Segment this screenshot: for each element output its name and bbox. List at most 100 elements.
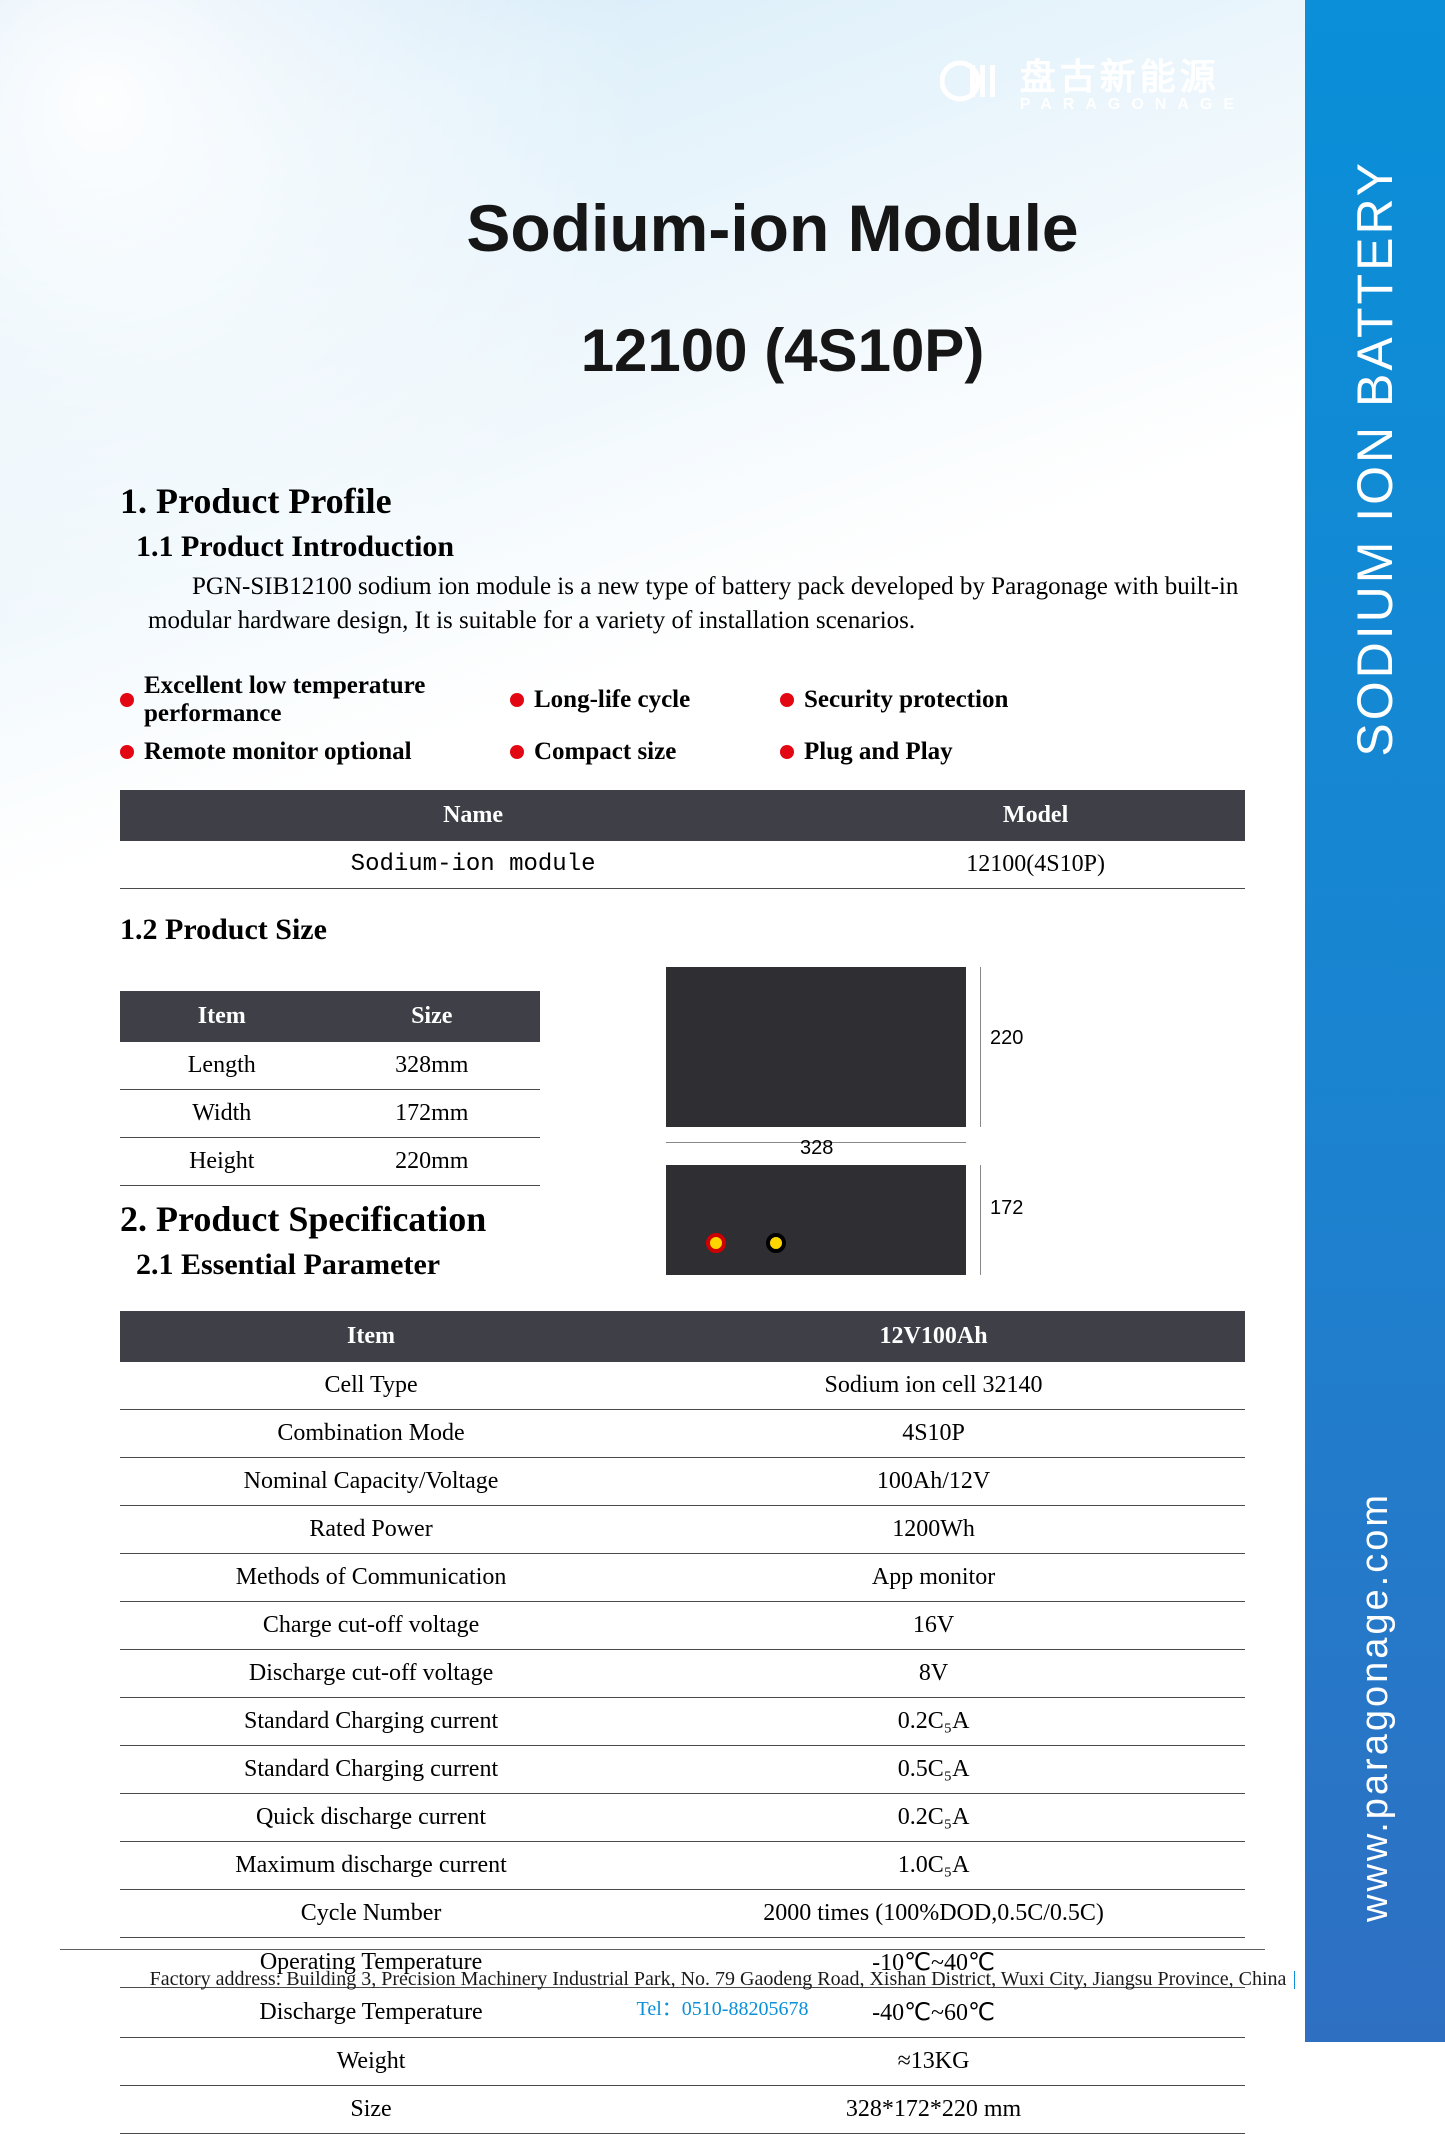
page-root: SODIUM ION BATTERY www.paragonage.com 盘古… [0, 0, 1445, 2042]
table-row: Nominal Capacity/Voltage100Ah/12V [120, 1457, 1245, 1505]
cell: Combination Mode [120, 1409, 622, 1457]
name-model-table: Name Model Sodium-ion module 12100(4S10P… [120, 790, 1245, 889]
logo-icon [940, 59, 1002, 103]
cell: 328*172*220 mm [622, 2085, 1245, 2133]
table-row: Size328*172*220 mm [120, 2085, 1245, 2133]
cell: 12100(4S10P) [826, 841, 1245, 889]
terminal-positive-icon [706, 1233, 726, 1253]
table-row: Length328mm [120, 1042, 540, 1090]
side-strip: SODIUM ION BATTERY www.paragonage.com [1305, 0, 1445, 2042]
cell: 2000 times (100%DOD,0.5C/0.5C) [622, 1889, 1245, 1937]
feature-bullets: Excellent low temperature performance Lo… [120, 672, 1245, 766]
cell: 328mm [324, 1042, 541, 1090]
table-row: Weight≈13KG [120, 2037, 1245, 2085]
cell: Weight [120, 2037, 622, 2085]
bullet-icon [120, 745, 134, 759]
cell: 172mm [324, 1089, 541, 1137]
size-area: Item Size Length328mm Width172mm Height2… [120, 967, 1245, 1287]
table-row: Methods of CommunicationApp monitor [120, 1553, 1245, 1601]
cell: 1200Wh [622, 1505, 1245, 1553]
section-2-1-heading: 2.1 Essential Parameter [136, 1248, 540, 1282]
terminal-negative-icon [766, 1233, 786, 1253]
cell: Cycle Number [120, 1889, 622, 1937]
cell: Sodium-ion module [120, 841, 826, 889]
bullet-text: Remote monitor optional [144, 738, 412, 766]
bullet-item: Excellent low temperature performance [120, 672, 500, 728]
footer-tel: 0510-88205678 [682, 1998, 809, 2020]
bullet-text: Plug and Play [804, 738, 953, 766]
table-row: Standard Charging current0.2C₅A [120, 1697, 1245, 1745]
dim-line [980, 1165, 981, 1275]
bullet-text: Security protection [804, 686, 1008, 714]
col-item: Item [120, 991, 324, 1042]
col-model: Model [826, 790, 1245, 841]
bullet-item: Long-life cycle [510, 672, 770, 728]
cell: 0.5C₅A [622, 1745, 1245, 1793]
cell: Rated Power [120, 1505, 622, 1553]
cell: 0.2C₅A [622, 1793, 1245, 1841]
table-row: Charge cut-off voltage16V [120, 1601, 1245, 1649]
bullet-icon [780, 693, 794, 707]
cell: 1.0C₅A [622, 1841, 1245, 1889]
side-url: www.paragonage.com [1354, 1492, 1397, 1922]
cell: ≈13KG [622, 2037, 1245, 2085]
title-line-2: 12100 (4S10P) [280, 316, 1285, 385]
col-size: Size [324, 991, 541, 1042]
size-table: Item Size Length328mm Width172mm Height2… [120, 991, 540, 1186]
cell: Length [120, 1042, 324, 1090]
bullet-text: Compact size [534, 738, 676, 766]
cell: 220mm [324, 1137, 541, 1185]
size-table-wrap: Item Size Length328mm Width172mm Height2… [120, 967, 540, 1282]
module-top-view [666, 1165, 966, 1275]
title-line-1: Sodium-ion Module [260, 190, 1285, 266]
cell: Discharge cut-off voltage [120, 1649, 622, 1697]
dimension-figure: 220 328 172 [570, 967, 1245, 1287]
cell: Quick discharge current [120, 1793, 622, 1841]
footer-tel-label: Tel： [637, 1998, 682, 2020]
section-1-1-heading: 1.1 Product Introduction [136, 530, 1245, 564]
cell: App monitor [622, 1553, 1245, 1601]
cell: Size [120, 2085, 622, 2133]
bullet-icon [510, 745, 524, 759]
intro-paragraph: PGN-SIB12100 sodium ion module is a new … [148, 570, 1245, 638]
col-spec: 12V100Ah [622, 1311, 1245, 1362]
bullet-text: Long-life cycle [534, 686, 690, 714]
bullet-item: Plug and Play [780, 738, 1080, 766]
section-1-2-heading: 1.2 Product Size [120, 913, 1245, 947]
cell: Standard Charging current [120, 1697, 622, 1745]
bullet-icon [120, 693, 134, 707]
cell: 0.2C₅A [622, 1697, 1245, 1745]
dim-height: 220 [990, 1027, 1023, 1050]
dim-line [980, 967, 981, 1127]
table-row: Sodium-ion module 12100(4S10P) [120, 841, 1245, 889]
table-row: Height220mm [120, 1137, 540, 1185]
table-row: Cycle Number2000 times (100%DOD,0.5C/0.5… [120, 1889, 1245, 1937]
dim-width: 328 [800, 1137, 833, 1160]
divider-icon [1294, 1971, 1295, 1989]
side-title: SODIUM ION BATTERY [1346, 160, 1404, 757]
cell: Standard Charging current [120, 1745, 622, 1793]
cell: Height [120, 1137, 324, 1185]
bullet-item: Security protection [780, 672, 1080, 728]
footer-rule [60, 1949, 1265, 1950]
bullet-icon [780, 745, 794, 759]
table-row: Cell TypeSodium ion cell 32140 [120, 1362, 1245, 1410]
footer-address: Factory address: Building 3, Precision M… [150, 1968, 1287, 1990]
table-row: Quick discharge current0.2C₅A [120, 1793, 1245, 1841]
table-row: Maximum discharge current1.0C₅A [120, 1841, 1245, 1889]
table-row: Width172mm [120, 1089, 540, 1137]
table-row: Standard Charging current0.5C₅A [120, 1745, 1245, 1793]
section-2-heading: 2. Product Specification [120, 1198, 540, 1240]
company-logo: 盘古新能源 PARAGONAGE [940, 48, 1245, 114]
bullet-item: Remote monitor optional [120, 738, 500, 766]
module-front-view [666, 967, 966, 1127]
cell: 100Ah/12V [622, 1457, 1245, 1505]
section-1-heading: 1. Product Profile [120, 480, 1245, 522]
cell: Nominal Capacity/Voltage [120, 1457, 622, 1505]
bullet-item: Compact size [510, 738, 770, 766]
cell: 4S10P [622, 1409, 1245, 1457]
cell: 8V [622, 1649, 1245, 1697]
table-row: Rated Power1200Wh [120, 1505, 1245, 1553]
logo-text: 盘古新能源 PARAGONAGE [1020, 48, 1245, 114]
cell: Methods of Communication [120, 1553, 622, 1601]
